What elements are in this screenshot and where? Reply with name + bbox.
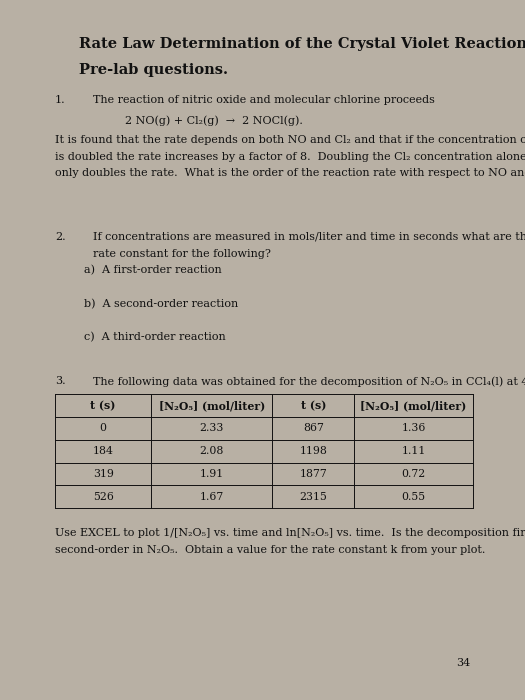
Text: [N₂O₅] (mol/liter): [N₂O₅] (mol/liter) [360, 400, 467, 411]
Text: 0.55: 0.55 [402, 491, 425, 502]
Text: c)  A third-order reaction: c) A third-order reaction [84, 332, 226, 342]
Text: If concentrations are measured in mols/liter and time in seconds what are the un: If concentrations are measured in mols/l… [93, 232, 525, 242]
Text: 1198: 1198 [299, 446, 327, 456]
Text: 1.36: 1.36 [401, 424, 426, 433]
Text: t (s): t (s) [90, 400, 116, 411]
Text: Pre-lab questions.: Pre-lab questions. [79, 63, 228, 77]
Text: 526: 526 [93, 491, 113, 502]
Text: 0.72: 0.72 [401, 469, 426, 479]
Text: 184: 184 [93, 446, 113, 456]
Text: 1.11: 1.11 [401, 446, 426, 456]
Text: 2315: 2315 [299, 491, 327, 502]
Text: 1.91: 1.91 [200, 469, 224, 479]
Text: a)  A first-order reaction: a) A first-order reaction [84, 265, 222, 276]
Text: 1877: 1877 [299, 469, 327, 479]
Text: Use EXCEL to plot 1/[N₂O₅] vs. time and ln[N₂O₅] vs. time.  Is the decomposition: Use EXCEL to plot 1/[N₂O₅] vs. time and … [55, 528, 525, 538]
Text: is doubled the rate increases by a factor of 8.  Doubling the Cl₂ concentration : is doubled the rate increases by a facto… [55, 152, 525, 162]
Text: 2.: 2. [55, 232, 66, 242]
Text: t (s): t (s) [300, 400, 326, 411]
Text: 867: 867 [303, 424, 323, 433]
Text: 2.33: 2.33 [200, 424, 224, 433]
Text: second-order in N₂O₅.  Obtain a value for the rate constant k from your plot.: second-order in N₂O₅. Obtain a value for… [55, 545, 485, 555]
Text: 2.08: 2.08 [200, 446, 224, 456]
Text: b)  A second-order reaction: b) A second-order reaction [84, 299, 238, 309]
Text: 34: 34 [456, 658, 470, 668]
Text: 1.: 1. [55, 95, 66, 105]
Text: It is found that the rate depends on both NO and Cl₂ and that if the concentrati: It is found that the rate depends on bot… [55, 135, 525, 145]
Text: 3.: 3. [55, 376, 66, 386]
Text: 319: 319 [93, 469, 113, 479]
Text: [N₂O₅] (mol/liter): [N₂O₅] (mol/liter) [159, 400, 265, 411]
Text: The reaction of nitric oxide and molecular chlorine proceeds: The reaction of nitric oxide and molecul… [93, 95, 435, 105]
Text: 2 NO(g) + Cl₂(g)  →  2 NOCl(g).: 2 NO(g) + Cl₂(g) → 2 NOCl(g). [125, 115, 303, 125]
Text: Rate Law Determination of the Crystal Violet Reaction.: Rate Law Determination of the Crystal Vi… [79, 37, 525, 51]
Text: The following data was obtained for the decomposition of N₂O₅ in CCl₄(l) at 45° : The following data was obtained for the … [93, 376, 525, 386]
Text: 0: 0 [100, 424, 107, 433]
Text: 1.67: 1.67 [200, 491, 224, 502]
Text: rate constant for the following?: rate constant for the following? [93, 248, 271, 258]
Text: only doubles the rate.  What is the order of the reaction rate with respect to N: only doubles the rate. What is the order… [55, 169, 525, 178]
